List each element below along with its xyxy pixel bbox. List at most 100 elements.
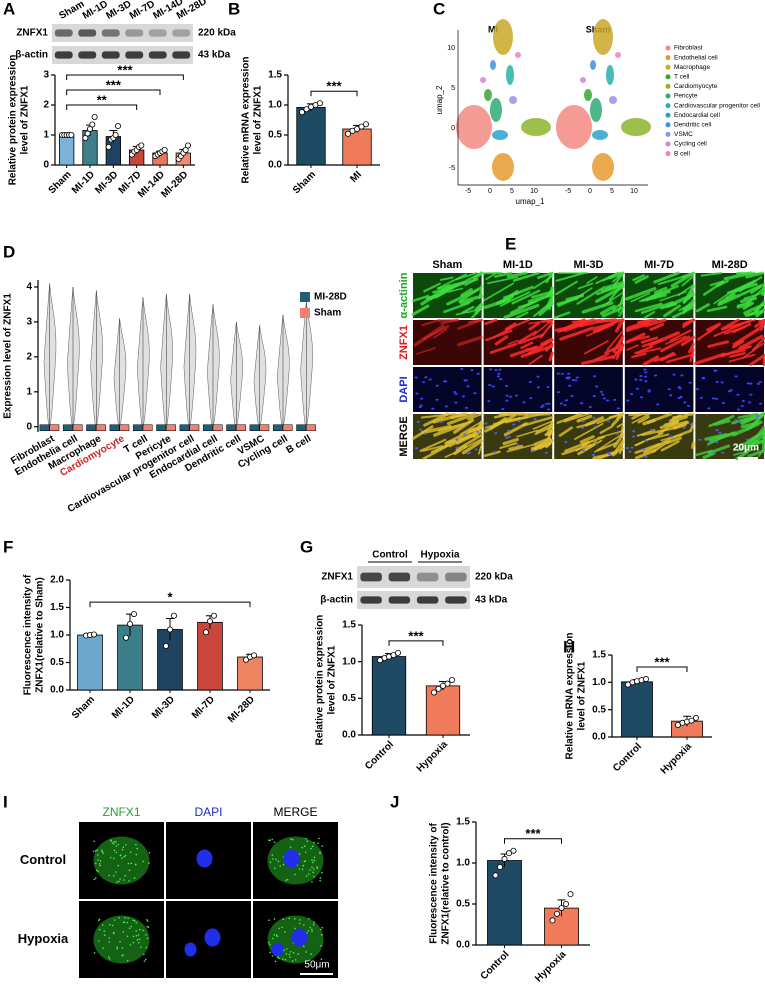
texture	[285, 953, 288, 955]
nucleus	[435, 398, 439, 401]
y-tick-label: 1	[26, 386, 32, 397]
nucleus	[686, 404, 691, 407]
texture	[660, 335, 691, 353]
texture	[276, 935, 279, 938]
legend-label: T cell	[674, 74, 690, 81]
texture	[311, 859, 313, 861]
legend-label: VSMC	[674, 131, 693, 138]
texture	[285, 948, 288, 950]
texture	[112, 857, 115, 860]
nucleus	[715, 429, 719, 432]
x-tick-label: Control	[363, 739, 396, 772]
texture	[555, 280, 578, 296]
texture	[147, 926, 150, 929]
texture	[294, 959, 297, 961]
texture	[99, 860, 102, 862]
texture	[694, 449, 713, 457]
texture	[272, 858, 274, 860]
nucleus	[721, 401, 726, 404]
texture	[641, 338, 664, 348]
texture	[113, 840, 116, 843]
x-tick-label: MI-1D	[110, 694, 137, 721]
nucleus	[564, 399, 569, 402]
nucleus	[574, 379, 578, 382]
significance-label: ***	[525, 826, 541, 841]
texture	[130, 862, 133, 865]
texture	[286, 878, 289, 881]
nucleus	[699, 396, 704, 399]
umap-x-tick: 0	[488, 188, 492, 195]
nucleus	[695, 388, 700, 391]
blot-band	[388, 596, 411, 604]
texture	[459, 420, 483, 436]
blot-band	[360, 596, 382, 604]
texture	[146, 918, 148, 921]
violin	[277, 314, 290, 427]
texture	[444, 427, 476, 446]
data-point	[444, 680, 451, 687]
x-tick-label: MI-7D	[190, 694, 217, 721]
texture	[94, 877, 97, 879]
y-tick-label: 2.0	[50, 575, 64, 586]
texture	[708, 414, 735, 428]
texture	[506, 443, 535, 453]
data-point	[202, 629, 209, 636]
texture	[695, 303, 710, 313]
cell-cluster	[580, 77, 586, 83]
texture	[433, 328, 448, 339]
texture	[463, 438, 483, 449]
texture	[499, 291, 531, 307]
y-tick-label: 1.5	[456, 817, 470, 828]
blot-band	[172, 29, 191, 37]
texture	[634, 449, 657, 460]
legend-label: Pericyte	[674, 93, 698, 100]
legend-label: Endothelial cell	[674, 54, 718, 61]
texture	[138, 938, 141, 940]
panel-label: B	[228, 0, 240, 18]
data-point	[549, 917, 556, 924]
nucleus	[582, 449, 586, 452]
significance-label: ***	[654, 654, 670, 669]
legend-dot	[665, 93, 671, 99]
data-point	[643, 676, 650, 683]
texture	[528, 322, 540, 331]
texture	[467, 412, 483, 421]
texture	[653, 271, 680, 284]
nucleus	[689, 423, 693, 426]
nucleus	[639, 396, 644, 399]
nucleus	[546, 408, 551, 411]
umap-x-tick: 5	[510, 188, 514, 195]
umap-x-tick: 10	[630, 188, 638, 195]
texture	[311, 866, 313, 868]
nucleus	[420, 397, 424, 400]
texture	[318, 837, 320, 840]
texture	[282, 863, 285, 866]
legend-dot	[665, 141, 671, 147]
panel-label: G	[300, 537, 313, 556]
umap-x-label: umap_1	[516, 197, 545, 206]
texture	[651, 439, 671, 453]
scale-label: 20μm	[733, 443, 759, 454]
nucleus	[594, 442, 599, 445]
nucleus	[517, 420, 521, 423]
texture	[294, 927, 296, 930]
data-point	[510, 847, 517, 854]
data-point	[91, 114, 98, 121]
blot-band	[388, 572, 411, 582]
violin	[137, 297, 150, 427]
texture	[281, 958, 284, 960]
nucleus	[680, 374, 684, 377]
texture	[299, 919, 301, 921]
texture	[307, 930, 310, 932]
nucleus	[529, 397, 533, 400]
y-axis-label: level of ZNFX1	[327, 645, 338, 714]
nucleus	[540, 405, 544, 408]
nucleus	[536, 386, 540, 389]
significance-bracket	[310, 90, 358, 97]
blot-background	[357, 591, 470, 609]
panel-label: C	[433, 0, 445, 18]
texture	[637, 318, 658, 325]
violin	[67, 286, 80, 427]
texture	[584, 416, 605, 427]
